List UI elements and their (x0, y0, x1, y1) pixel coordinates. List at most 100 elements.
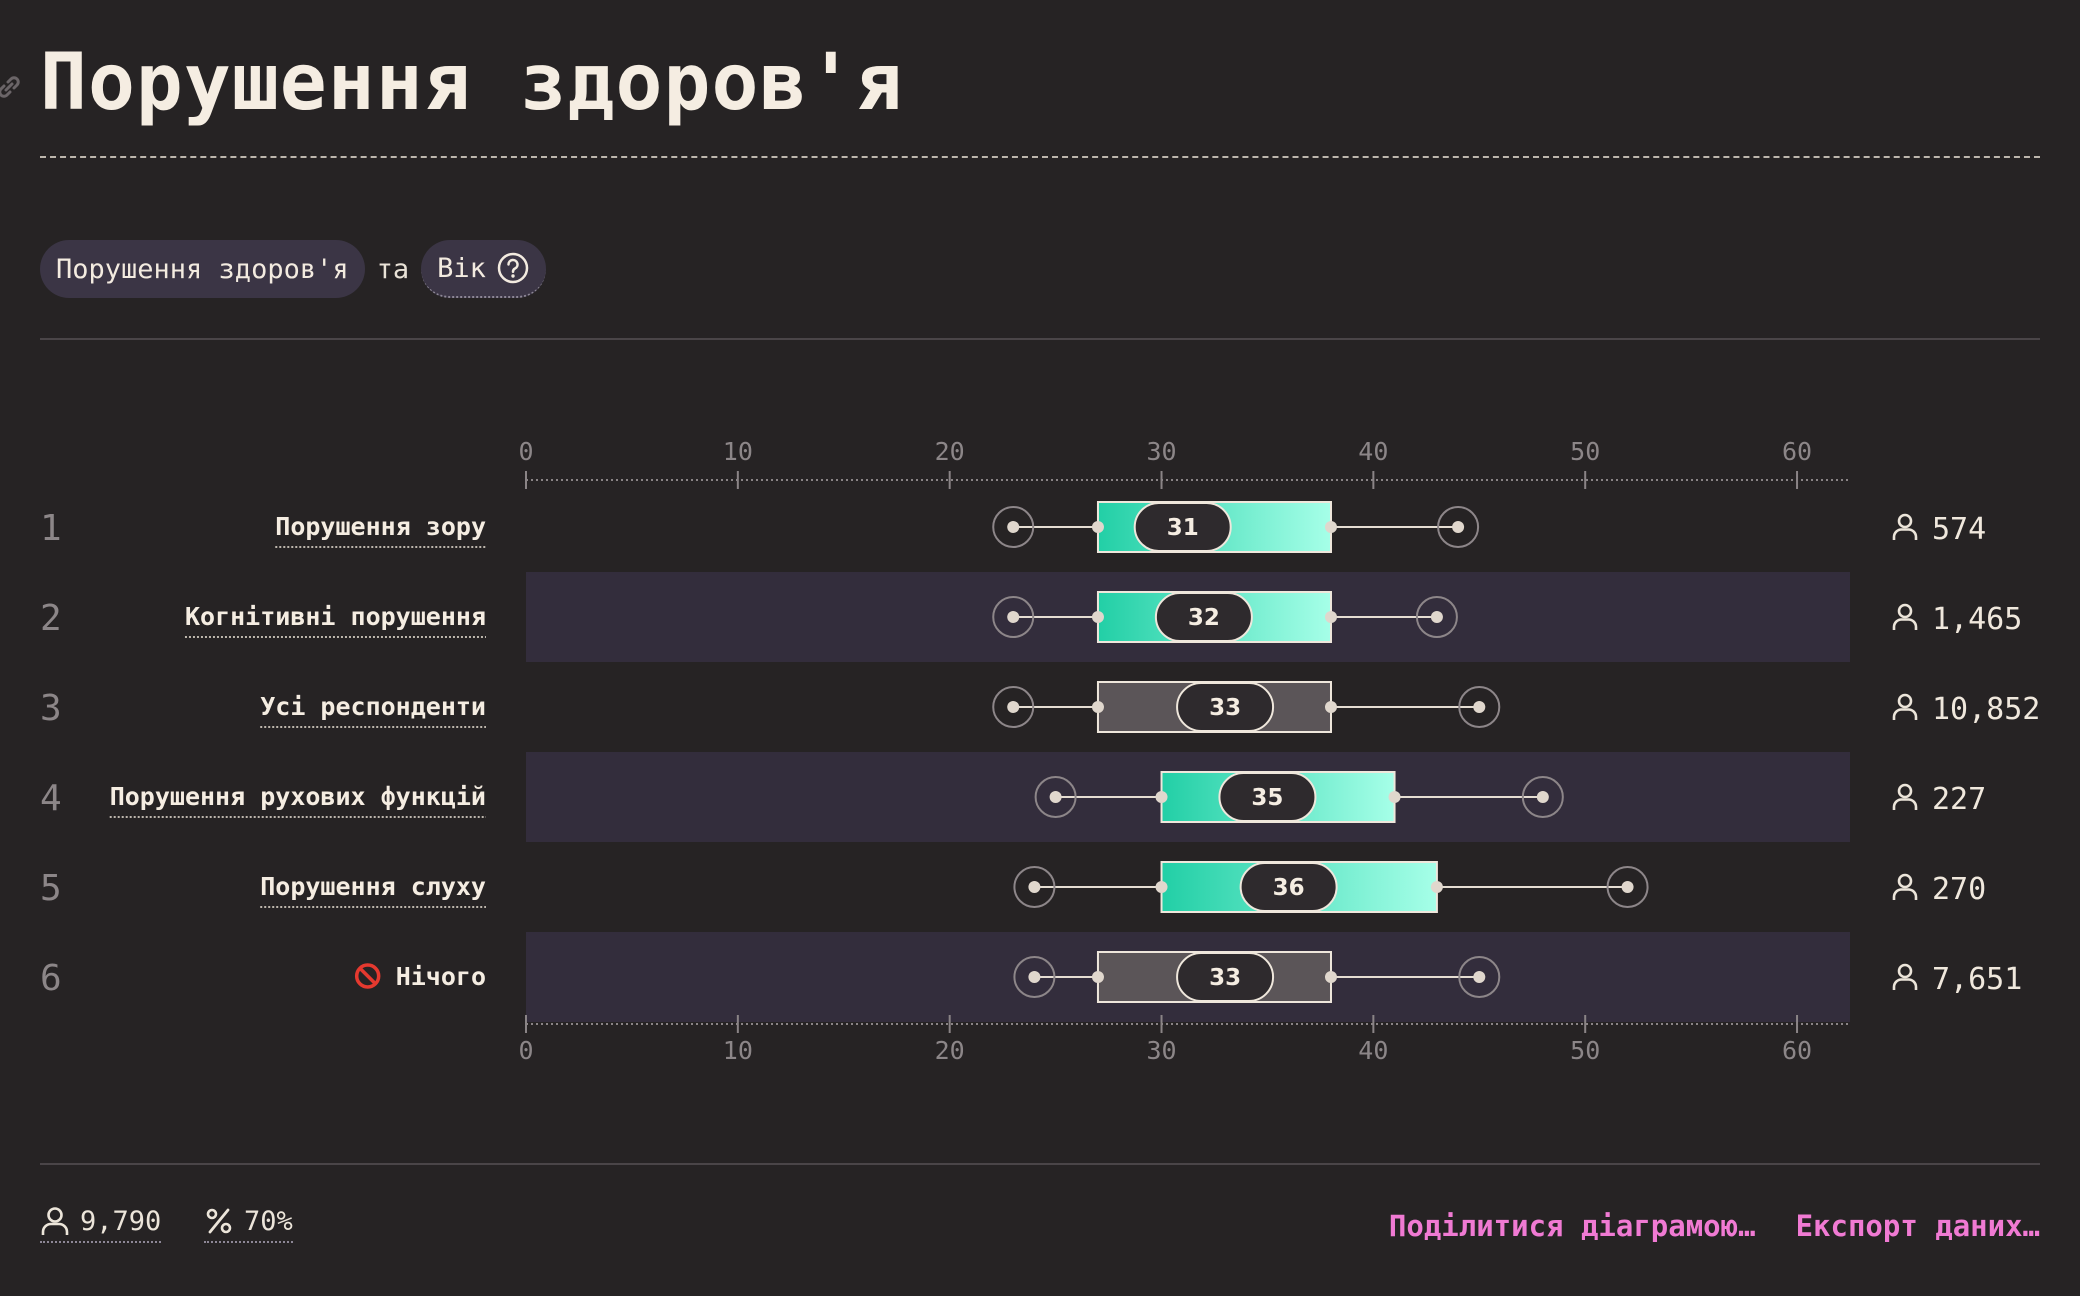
person-icon (1892, 693, 1918, 720)
whisker-max-dot (1473, 701, 1486, 713)
whisker-min-dot (1007, 521, 1020, 533)
section-divider-top (40, 338, 2040, 340)
row-rank: 2 (40, 598, 62, 639)
row-rank: 4 (40, 778, 62, 819)
whisker-min-ring (1034, 776, 1077, 818)
row-count: 270 (1932, 872, 1986, 907)
median-pill (1239, 862, 1338, 912)
boxplot-chart: 0 10 20 30 40 50 60 0 10 20 30 40 50 60 1 Порушення зор… (40, 437, 2040, 1065)
whisker-max-dot (1621, 881, 1634, 893)
quartile-q3-dot (1430, 881, 1443, 893)
variable-selector: Порушення здоров'я та Вік (40, 240, 546, 298)
row-label[interactable]: Нічого (396, 962, 486, 991)
x-tick-label-bottom: 60 (1782, 1036, 1812, 1065)
whisker-max-ring (1415, 596, 1458, 638)
quartile-q1-dot (1091, 971, 1104, 983)
median-pill (1176, 682, 1275, 732)
median-label: 36 (1273, 875, 1305, 901)
quartile-q3-dot (1324, 521, 1337, 533)
quartile-q3-dot (1324, 701, 1337, 713)
variable-b-pill[interactable]: Вік (421, 240, 546, 298)
whisker-max-ring (1521, 776, 1564, 818)
whisker-min-dot (1007, 611, 1020, 623)
person-icon (41, 1207, 69, 1235)
link-icon[interactable] (0, 72, 24, 102)
x-tick-label-top: 20 (935, 437, 965, 466)
whisker-max-dot (1536, 791, 1549, 803)
x-tick-label-top: 40 (1358, 437, 1388, 466)
person-icon (1892, 513, 1918, 540)
x-tick-label-bottom: 0 (518, 1036, 533, 1065)
x-tick-label-bottom: 20 (935, 1036, 965, 1065)
help-circle-icon[interactable] (496, 251, 530, 285)
x-tick-label-top: 0 (518, 437, 533, 466)
person-icon (1892, 603, 1918, 630)
whisker-min-ring (992, 596, 1035, 638)
row-count: 7,651 (1932, 962, 2022, 997)
median-label: 32 (1188, 605, 1220, 631)
whisker-min-dot (1028, 971, 1041, 983)
share-chart-link[interactable]: Поділитися діаграмою… (1388, 1209, 1756, 1243)
x-tick-label-bottom: 30 (1146, 1036, 1176, 1065)
whisker-min-dot (1028, 881, 1041, 893)
no-entry-icon (354, 963, 381, 989)
row-label[interactable]: Порушення зору (275, 512, 486, 541)
row-label[interactable]: Когнітивні порушення (185, 602, 486, 631)
variable-b-label: Вік (437, 252, 486, 284)
x-tick-label-top: 10 (723, 437, 753, 466)
x-tick-label-bottom: 40 (1358, 1036, 1388, 1065)
person-icon (1892, 963, 1918, 990)
whisker-max-ring (1606, 866, 1649, 908)
whisker-max-dot (1452, 521, 1465, 533)
connector-label: та (376, 253, 410, 285)
whisker-min-dot (1049, 791, 1062, 803)
row-label[interactable]: Порушення слуху (260, 872, 486, 901)
quartile-q1-dot (1155, 881, 1168, 893)
quartile-q1-dot (1091, 521, 1104, 533)
row-rank: 1 (40, 508, 62, 549)
whisker-min-ring (992, 506, 1035, 548)
median-label: 35 (1251, 785, 1283, 811)
person-icon (1892, 873, 1918, 900)
title-divider (40, 156, 2040, 158)
row-count: 1,465 (1932, 602, 2022, 637)
whisker-min-ring (1013, 866, 1056, 908)
percent-icon (206, 1208, 232, 1234)
median-label: 31 (1167, 515, 1199, 541)
whisker-max-ring (1437, 506, 1480, 548)
percent-stat[interactable]: 70% (204, 1205, 293, 1243)
median-pill (1154, 592, 1253, 642)
quartile-q1-dot (1091, 701, 1104, 713)
quartile-q3-dot (1324, 611, 1337, 623)
row-label[interactable]: Порушення рухових функцій (110, 782, 486, 811)
x-tick-label-bottom: 10 (723, 1036, 753, 1065)
quartile-q3-dot (1388, 791, 1401, 803)
export-data-link[interactable]: Експорт даних… (1795, 1209, 2040, 1243)
total-respondents-stat[interactable]: 9,790 (40, 1205, 162, 1243)
row-rank: 3 (40, 688, 62, 729)
row-count: 10,852 (1932, 692, 2040, 727)
total-respondents-value: 9,790 (80, 1205, 162, 1237)
variable-a-pill[interactable]: Порушення здоров'я (40, 240, 365, 298)
page-title: Порушення здоров'я (40, 38, 904, 128)
person-icon (1892, 783, 1918, 810)
row-rank: 6 (40, 958, 62, 999)
median-label: 33 (1209, 965, 1241, 991)
x-tick-label-top: 30 (1146, 437, 1176, 466)
whisker-max-dot (1430, 611, 1443, 623)
row-rank: 5 (40, 868, 62, 909)
median-pill (1218, 772, 1317, 822)
x-tick-label-bottom: 50 (1570, 1036, 1600, 1065)
median-pill (1133, 502, 1232, 552)
whisker-min-ring (992, 686, 1035, 728)
section-divider-bottom (40, 1163, 2040, 1165)
whisker-max-dot (1473, 971, 1486, 983)
median-label: 33 (1209, 695, 1241, 721)
median-pill (1176, 952, 1275, 1002)
variable-a-label: Порушення здоров'я (56, 253, 349, 285)
row-label[interactable]: Усі респонденти (260, 692, 486, 721)
whisker-max-ring (1458, 956, 1501, 998)
whisker-min-dot (1007, 701, 1020, 713)
quartile-q1-dot (1091, 611, 1104, 623)
quartile-q1-dot (1155, 791, 1168, 803)
